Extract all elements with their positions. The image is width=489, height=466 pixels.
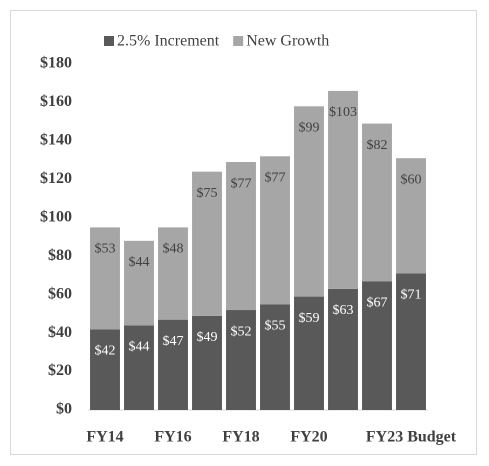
bar-segment xyxy=(124,240,154,326)
y-tick-label: $0 xyxy=(56,401,72,418)
x-tick-label: FY18 xyxy=(222,429,259,446)
data-label: $42 xyxy=(95,343,116,358)
y-tick-label: $80 xyxy=(48,247,72,264)
y-tick-label: $120 xyxy=(40,170,72,187)
bar-segment xyxy=(328,288,358,410)
bar-segment xyxy=(362,123,392,282)
data-label: $82 xyxy=(367,138,388,153)
bar-segment xyxy=(294,106,324,297)
bar-segment xyxy=(90,227,120,330)
y-tick-label: $140 xyxy=(40,132,72,149)
legend-swatch xyxy=(104,36,114,46)
y-tick-label: $100 xyxy=(40,208,72,225)
legend-label: 2.5% Increment xyxy=(117,33,220,50)
bar-segment xyxy=(396,158,426,274)
bar-segment xyxy=(226,162,256,311)
bar-segment xyxy=(192,171,222,316)
data-label: $77 xyxy=(231,176,252,191)
legend-swatch xyxy=(233,36,244,46)
data-label: $53 xyxy=(95,242,116,257)
data-label: $75 xyxy=(197,186,218,201)
y-tick-label: $20 xyxy=(48,362,72,379)
data-label: $55 xyxy=(265,318,286,333)
data-label: $99 xyxy=(299,121,320,136)
y-tick-label: $40 xyxy=(48,324,72,341)
bar-segment xyxy=(124,325,154,410)
x-tick-label: FY23 Budget xyxy=(366,429,457,446)
bar-segment xyxy=(396,273,426,410)
x-tick-label: FY20 xyxy=(290,429,327,446)
x-tick-label: FY16 xyxy=(154,429,191,446)
x-tick-label: FY14 xyxy=(86,429,123,446)
bar-segment xyxy=(158,227,188,320)
data-label: $49 xyxy=(197,330,218,345)
y-tick-label: $160 xyxy=(40,93,72,110)
data-label: $103 xyxy=(329,105,357,120)
data-label: $48 xyxy=(163,242,184,257)
bar-segment xyxy=(362,281,392,410)
bar-segment xyxy=(328,90,358,289)
bar-segment xyxy=(260,304,290,410)
bar-segment xyxy=(158,319,188,410)
bar-segment xyxy=(294,296,324,410)
bar-segment xyxy=(260,156,290,305)
bar-segment xyxy=(192,315,222,410)
data-label: $63 xyxy=(333,303,354,318)
data-label: $59 xyxy=(299,311,320,326)
data-label: $60 xyxy=(401,172,422,187)
y-tick-label: $60 xyxy=(48,285,72,302)
data-label: $47 xyxy=(163,334,184,349)
data-label: $44 xyxy=(129,255,150,270)
data-label: $77 xyxy=(265,170,286,185)
bar-segment xyxy=(90,329,120,410)
y-tick-label: $180 xyxy=(40,55,72,72)
data-label: $71 xyxy=(401,288,422,303)
legend-label: New Growth xyxy=(246,33,329,50)
data-label: $67 xyxy=(367,295,388,310)
data-label: $52 xyxy=(231,324,252,339)
data-label: $44 xyxy=(129,340,150,355)
bar-segment xyxy=(226,310,256,410)
